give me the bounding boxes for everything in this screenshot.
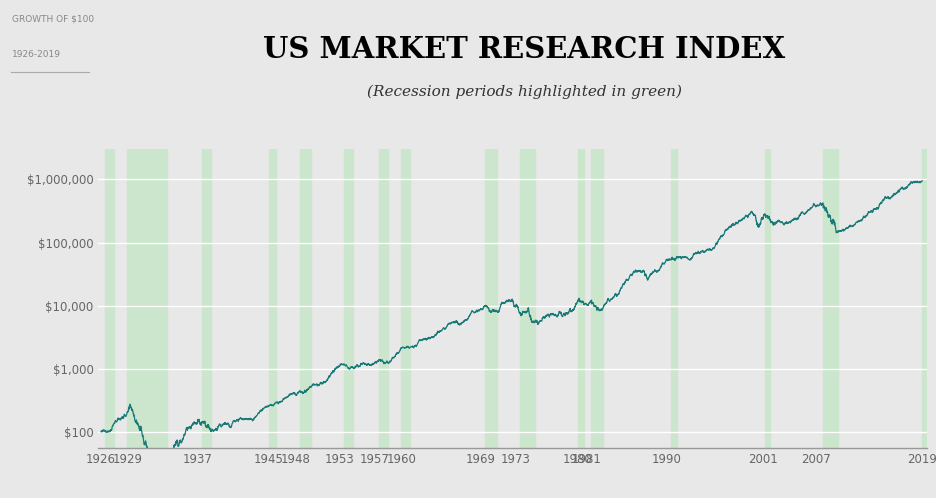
Bar xyxy=(485,149,497,448)
Bar xyxy=(344,149,353,448)
Text: (Recession periods highlighted in green): (Recession periods highlighted in green) xyxy=(367,85,681,99)
Bar xyxy=(202,149,212,448)
Bar xyxy=(765,149,770,448)
Bar xyxy=(127,149,168,448)
Bar xyxy=(402,149,410,448)
Text: 1926-2019: 1926-2019 xyxy=(12,50,61,59)
Text: GROWTH OF $100: GROWTH OF $100 xyxy=(12,15,95,24)
Bar xyxy=(520,149,535,448)
Bar xyxy=(106,149,114,448)
Text: US MARKET RESEARCH INDEX: US MARKET RESEARCH INDEX xyxy=(263,35,785,64)
Bar xyxy=(670,149,677,448)
Bar xyxy=(922,149,931,448)
Bar xyxy=(591,149,603,448)
Bar xyxy=(300,149,311,448)
Bar xyxy=(269,149,276,448)
Bar xyxy=(379,149,388,448)
Bar xyxy=(824,149,839,448)
Bar xyxy=(578,149,584,448)
